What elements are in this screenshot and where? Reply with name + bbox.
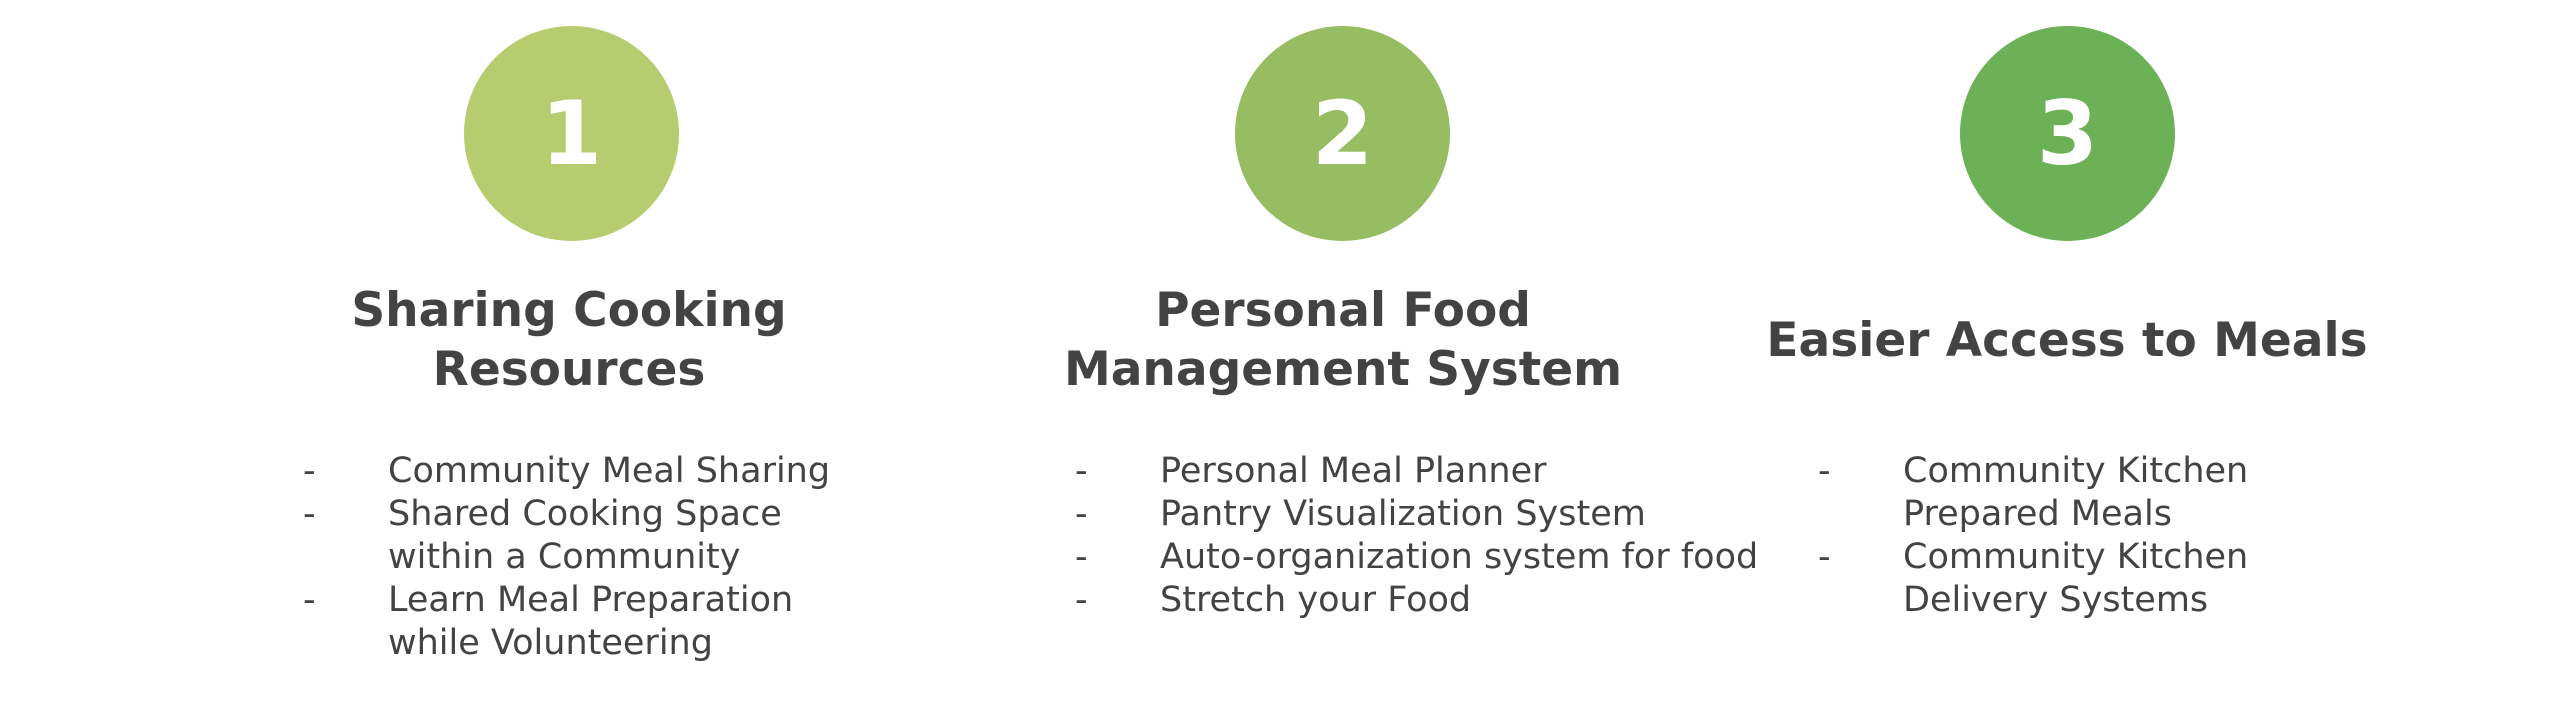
bullet-text: Personal Meal Planner	[1160, 451, 1547, 491]
step-title: Sharing Cooking Resources	[259, 275, 879, 405]
step-title-line: Easier Access to Meals	[1766, 312, 2368, 368]
step-title-line: Personal Food	[1155, 283, 1531, 338]
bullet-marker: -	[1075, 580, 1088, 620]
list-item: - Personal Meal Planner	[1075, 450, 1795, 493]
step-number-circle: 3	[1960, 26, 2175, 241]
bullet-marker: -	[1075, 494, 1088, 534]
list-item: - Community Kitchen Prepared Meals	[1818, 450, 2418, 536]
list-item: - Community Kitchen Delivery Systems	[1818, 536, 2418, 622]
bullet-text: Shared Cooking Space	[388, 494, 782, 534]
step-number: 2	[1311, 81, 1374, 185]
bullet-text: while Volunteering	[388, 623, 713, 663]
bullet-text: within a Community	[388, 537, 741, 577]
bullet-marker: -	[303, 494, 316, 534]
step-bullet-list: - Community Meal Sharing - Shared Cookin…	[303, 450, 863, 665]
step-bullet-list: - Community Kitchen Prepared Meals - Com…	[1818, 450, 2418, 622]
step-number-circle: 2	[1235, 26, 1450, 241]
bullet-marker: -	[303, 451, 316, 491]
bullet-text: Learn Meal Preparation	[388, 580, 794, 620]
step-title-line: Management System	[1063, 342, 1623, 397]
list-item: - Stretch your Food	[1075, 579, 1795, 622]
step-title-line: Sharing Cooking	[351, 283, 787, 338]
bullet-marker: -	[1818, 451, 1831, 491]
step-title-line: Resources	[432, 342, 706, 397]
step-number-circle: 1	[464, 26, 679, 241]
step-number: 1	[540, 81, 603, 185]
list-item: - Learn Meal Preparation while Volunteer…	[303, 579, 863, 665]
bullet-text: Community Meal Sharing	[388, 451, 831, 491]
bullet-text: Stretch your Food	[1160, 580, 1472, 620]
list-item: - Auto-organization system for food	[1075, 536, 1795, 579]
list-item: - Community Meal Sharing	[303, 450, 863, 493]
bullet-text: Delivery Systems	[1903, 580, 2209, 620]
step-title: Easier Access to Meals	[1757, 275, 2377, 405]
bullet-marker: -	[1818, 537, 1831, 577]
step-title: Personal Food Management System	[1033, 275, 1653, 405]
bullet-text: Pantry Visualization System	[1160, 494, 1646, 534]
bullet-marker: -	[1075, 451, 1088, 491]
bullet-text: Community Kitchen	[1903, 451, 2249, 491]
bullet-text: Prepared Meals	[1903, 494, 2172, 534]
bullet-marker: -	[1075, 537, 1088, 577]
list-item: - Pantry Visualization System	[1075, 493, 1795, 536]
bullet-text: Auto-organization system for food	[1160, 537, 1759, 577]
bullet-marker: -	[303, 580, 316, 620]
step-bullet-list: - Personal Meal Planner - Pantry Visuali…	[1075, 450, 1795, 622]
list-item: - Shared Cooking Space within a Communit…	[303, 493, 863, 579]
step-number: 3	[2036, 81, 2099, 185]
bullet-text: Community Kitchen	[1903, 537, 2249, 577]
